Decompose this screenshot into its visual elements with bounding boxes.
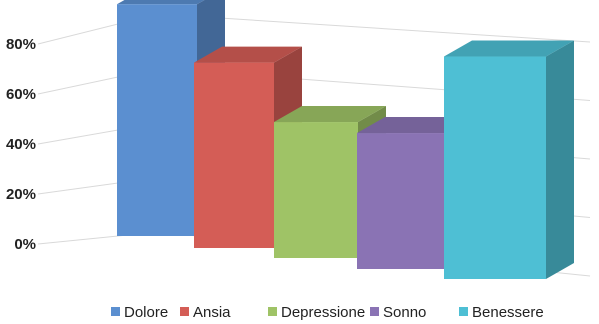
bar-top-face [444, 40, 574, 57]
legend: Dolore Ansia Depressione Sonno Benessere [111, 304, 544, 321]
legend-item: Benessere [459, 304, 544, 321]
legend-label: Dolore [124, 304, 168, 321]
y-tick-label: 60% [6, 86, 36, 103]
legend-item: Dolore [111, 304, 168, 321]
legend-swatch [370, 307, 379, 316]
legend-item: Sonno [370, 304, 426, 321]
bar-front-face [274, 122, 358, 258]
legend-swatch [268, 307, 277, 316]
legend-swatch [459, 307, 468, 316]
gridline-back [157, 13, 591, 43]
legend-item: Ansia [180, 304, 231, 321]
legend-label: Ansia [193, 304, 231, 321]
legend-swatch [111, 307, 120, 316]
bar-front-face [444, 56, 546, 279]
legend-label: Benessere [472, 304, 544, 321]
bars [117, 0, 574, 279]
legend-swatch [180, 307, 189, 316]
legend-label: Sonno [383, 304, 426, 321]
y-tick-label: 20% [6, 186, 36, 203]
bar-top-face [194, 46, 302, 63]
bar-top-face [274, 106, 386, 123]
bar-side-face [546, 40, 574, 279]
bar-front-face [117, 4, 197, 236]
y-tick-label: 0% [14, 236, 36, 253]
bar-front-face [357, 133, 445, 269]
y-tick-label: 80% [6, 36, 36, 53]
bar-front-face [194, 62, 274, 248]
y-axis-ticks: 0% 20% 40% 60% 80% [6, 36, 36, 253]
legend-label: Depressione [281, 304, 365, 321]
y-tick-label: 40% [6, 136, 36, 153]
bar-top-face [117, 0, 205, 5]
legend-item: Depressione [268, 304, 365, 321]
bar [444, 40, 574, 279]
